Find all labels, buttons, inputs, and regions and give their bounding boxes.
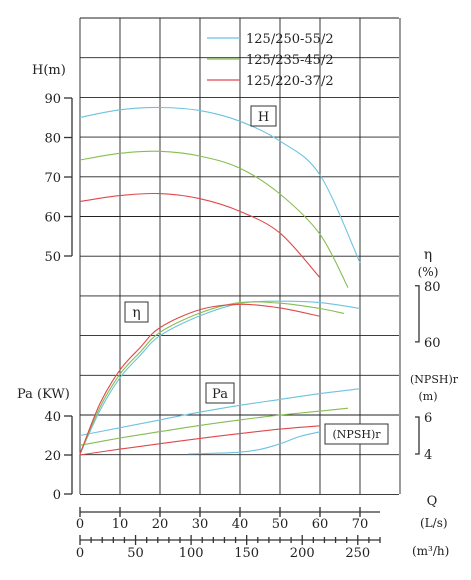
flow-m3h-tick-label: 50 (127, 546, 144, 561)
power-tick-label: 0 (53, 488, 61, 503)
flow-ls-tick-label: 40 (232, 517, 249, 532)
tick-labels: 50 60 70 80 90 0 20 40 0 10 20 30 40 50 60 70 0 50 100 150 2… (44, 92, 381, 561)
flow-ls-unit: (L/s) (420, 516, 448, 530)
series-1-head-curve (79, 106, 361, 263)
head-axis-label: H(m) (32, 63, 66, 78)
flow-ls-tick-label: 0 (76, 517, 84, 532)
efficiency-tick-label: 80 (424, 280, 441, 295)
npsh-curve-label: (NPSH)r (333, 428, 382, 441)
flow-ls-tick-label: 50 (272, 517, 289, 532)
curves (79, 106, 361, 456)
power-tick-label: 40 (44, 410, 61, 425)
power-axis-label: Pa (KW) (17, 387, 70, 402)
flow-ls-tick-label: 70 (352, 517, 369, 532)
legend: 125/250-55/2 125/235-45/2 125/220-37/2 (207, 32, 334, 89)
head-tick-label: 70 (44, 171, 61, 186)
series-3-efficiency-curve (79, 303, 321, 455)
legend-label: 125/250-55/2 (246, 32, 334, 47)
efficiency-bracket (415, 285, 420, 343)
npsh-curve-label-box (324, 423, 389, 445)
head-tick-label: 50 (44, 250, 61, 265)
series-2-power-curve (79, 407, 349, 446)
grid (79, 17, 401, 495)
flow-m3h-tick-label: 200 (290, 546, 315, 561)
flow-m3h-tick-label: 150 (234, 546, 259, 561)
series-3-power-curve (79, 425, 321, 456)
series-1-efficiency-curve (79, 300, 361, 455)
power-curve-label-box (205, 382, 235, 404)
axis-brackets: 80 60 6 4 (415, 280, 441, 463)
efficiency-curve-label-box (124, 301, 149, 323)
efficiency-axis-label: η (424, 247, 432, 263)
legend-label: 125/235-45/2 (246, 53, 334, 68)
flow-ls-tick-label: 10 (112, 517, 129, 532)
series-2-efficiency-curve (79, 301, 345, 455)
series-1-npsh-curve (187, 431, 321, 455)
efficiency-axis-unit: (%) (418, 265, 439, 279)
head-tick-label: 80 (44, 132, 61, 147)
head-tick-label: 60 (44, 211, 61, 226)
flow-axis-label: Q (427, 494, 438, 509)
flow-m3h-tick-label: 250 (345, 546, 370, 561)
flow-ls-tick-label: 20 (152, 517, 169, 532)
flow-m3h-tick-label: 0 (76, 546, 84, 561)
head-curve-label: H (258, 110, 269, 125)
efficiency-tick-label: 60 (424, 336, 441, 351)
npsh-axis-unit: (m) (418, 390, 437, 403)
flow-m3h-tick-label: 100 (179, 546, 204, 561)
npsh-bracket (415, 416, 420, 455)
npsh-axis-label: (NPSH)r (410, 373, 459, 386)
head-curve-label-box (250, 105, 277, 127)
efficiency-curve-label: η (132, 305, 140, 321)
series-1-power-curve (79, 388, 361, 437)
power-tick-label: 20 (44, 449, 61, 464)
flow-ls-tick-label: 30 (192, 517, 209, 532)
legend-label: 125/220-37/2 (246, 74, 334, 89)
series-3-head-curve (79, 192, 321, 279)
series-2-head-curve (79, 150, 349, 288)
head-tick-label: 90 (44, 92, 61, 107)
power-curve-label: Pa (212, 387, 228, 402)
npsh-tick-label: 4 (424, 448, 432, 463)
flow-m3h-unit: (m³/h) (412, 544, 449, 558)
npsh-tick-label: 6 (424, 411, 432, 426)
flow-ls-tick-label: 60 (312, 517, 329, 532)
